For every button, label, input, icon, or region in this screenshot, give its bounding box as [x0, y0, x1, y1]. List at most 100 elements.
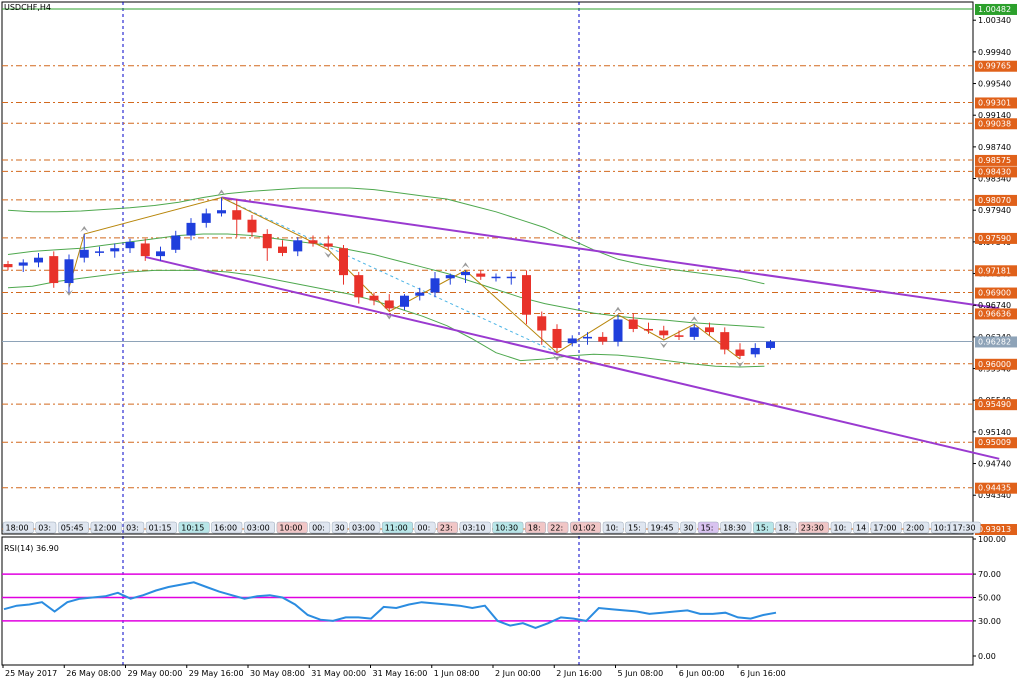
candle-body[interactable]: [95, 251, 104, 253]
candle-body[interactable]: [628, 319, 638, 329]
session-tag-label: 11:00: [385, 524, 408, 533]
channel-line-lower[interactable]: [145, 255, 1000, 460]
candle-body[interactable]: [79, 249, 89, 258]
candle-body[interactable]: [598, 336, 608, 342]
session-tag[interactable]: [492, 521, 524, 534]
candle-body[interactable]: [430, 278, 440, 293]
candle-body[interactable]: [354, 275, 364, 298]
candle-body[interactable]: [247, 219, 257, 233]
session-tag[interactable]: [90, 521, 122, 534]
session-tag[interactable]: [525, 521, 546, 534]
candle-body[interactable]: [278, 246, 287, 253]
candle-body[interactable]: [445, 275, 455, 279]
candle-body[interactable]: [369, 295, 379, 301]
session-tag[interactable]: [123, 521, 145, 534]
level-price-tag: [975, 336, 1017, 348]
rsi-tick-label: 100.00: [978, 535, 1006, 544]
session-tag[interactable]: [211, 521, 243, 534]
candle-body[interactable]: [156, 251, 165, 257]
session-tag[interactable]: [625, 521, 647, 534]
session-tag[interactable]: [331, 521, 348, 534]
candle-body[interactable]: [735, 349, 745, 356]
session-tag[interactable]: [349, 521, 381, 534]
candle-body[interactable]: [293, 240, 303, 252]
candle-body[interactable]: [750, 347, 760, 355]
session-tag[interactable]: [602, 521, 624, 534]
channel-line-upper[interactable]: [221, 196, 1000, 310]
candle-body[interactable]: [217, 210, 226, 214]
session-tag[interactable]: [697, 521, 719, 534]
candle-body[interactable]: [613, 319, 623, 342]
candle-body[interactable]: [522, 275, 531, 315]
session-tag[interactable]: [830, 521, 852, 534]
session-tag[interactable]: [381, 521, 413, 534]
level-price-tag-label: 0.96900: [978, 289, 1011, 298]
session-tag[interactable]: [853, 521, 869, 534]
candle-body[interactable]: [506, 276, 516, 279]
candle-body[interactable]: [644, 328, 653, 331]
session-tag[interactable]: [2, 521, 34, 534]
candle-body[interactable]: [110, 248, 120, 252]
candle-body[interactable]: [705, 327, 714, 333]
rsi-tick-label: 0.00: [978, 652, 996, 661]
candle-body[interactable]: [323, 243, 333, 247]
session-tag[interactable]: [309, 521, 331, 534]
candle-body[interactable]: [201, 213, 211, 223]
session-tag[interactable]: [243, 521, 275, 534]
candle-body[interactable]: [339, 248, 348, 276]
session-tag[interactable]: [775, 521, 797, 534]
candle-body[interactable]: [3, 264, 13, 268]
candle-body[interactable]: [537, 316, 547, 331]
session-tag[interactable]: [547, 521, 569, 534]
candle-body[interactable]: [140, 243, 150, 257]
level-price-tag: [975, 3, 1017, 15]
level-price-tag: [975, 166, 1017, 178]
rsi-pane[interactable]: 100.00 70.00 50.00 30.00 0.00 25 May 2017 26 M…: [1, 535, 1006, 678]
session-tag[interactable]: [680, 521, 697, 534]
time-tick-label: 25 May 2017: [5, 669, 57, 678]
candle-body[interactable]: [18, 262, 28, 266]
candle-body[interactable]: [125, 241, 135, 249]
candle-body[interactable]: [415, 292, 425, 296]
candle-body[interactable]: [49, 256, 59, 284]
session-tag[interactable]: [437, 521, 458, 534]
candle-body[interactable]: [476, 273, 486, 277]
session-tag[interactable]: [647, 521, 679, 534]
candle-body[interactable]: [461, 271, 470, 276]
candle-body[interactable]: [308, 240, 318, 244]
candle-body[interactable]: [674, 335, 684, 337]
session-tag[interactable]: [35, 521, 57, 534]
candle-body[interactable]: [583, 336, 592, 339]
session-tag[interactable]: [720, 521, 752, 534]
candle-body[interactable]: [552, 328, 562, 348]
candle-body[interactable]: [64, 259, 74, 284]
price-pane[interactable]: 1.00340 0.99940 0.99540 0.99140 0.98740 0.983…: [1, 1, 1017, 665]
candle-body[interactable]: [766, 341, 775, 348]
candle-body[interactable]: [491, 276, 501, 279]
candle-body[interactable]: [232, 210, 242, 220]
session-tag[interactable]: [903, 521, 930, 534]
fractal-arrow-icon: [659, 342, 668, 349]
candle-body[interactable]: [262, 233, 272, 249]
candle-body[interactable]: [171, 235, 181, 250]
candle-body[interactable]: [720, 332, 730, 350]
session-tag[interactable]: [949, 521, 981, 534]
session-tag[interactable]: [798, 521, 830, 534]
candle-body[interactable]: [186, 222, 196, 236]
session-tag[interactable]: [870, 521, 902, 534]
session-tag[interactable]: [414, 521, 436, 534]
candle-body[interactable]: [400, 295, 409, 307]
session-tag[interactable]: [753, 521, 774, 534]
session-tag[interactable]: [145, 521, 177, 534]
session-tag[interactable]: [178, 521, 210, 534]
candle-body[interactable]: [659, 330, 669, 336]
session-tag[interactable]: [570, 521, 602, 534]
candle-body[interactable]: [384, 300, 394, 309]
session-tag[interactable]: [459, 521, 491, 534]
session-tag[interactable]: [276, 521, 308, 534]
candle-body[interactable]: [567, 338, 577, 344]
candle-body[interactable]: [34, 257, 43, 263]
candle-body[interactable]: [689, 327, 699, 337]
session-tag[interactable]: [57, 521, 89, 534]
